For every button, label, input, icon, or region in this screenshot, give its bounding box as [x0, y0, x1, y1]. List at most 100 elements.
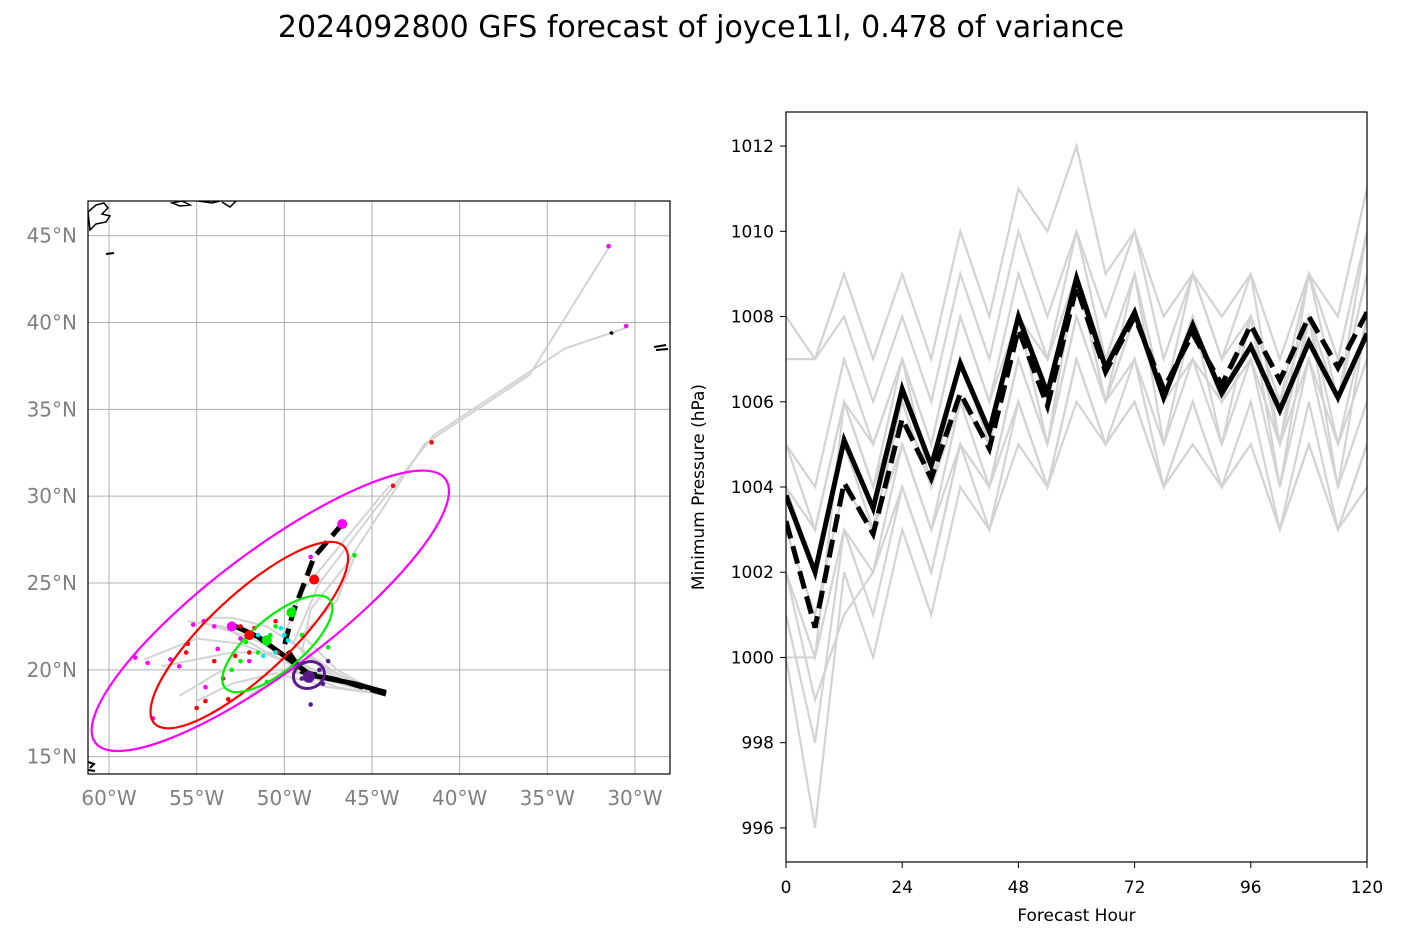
pressure-xtick-label: 72 — [1124, 878, 1146, 898]
track-point — [203, 684, 208, 690]
track-point — [282, 632, 287, 638]
mean-marker-green — [261, 635, 272, 646]
mean-marker-green — [286, 607, 297, 618]
map-xtick-label: 60°W — [81, 786, 136, 810]
pressure-ytick-label: 1010 — [731, 222, 774, 242]
track-point — [168, 657, 173, 662]
track-point — [176, 664, 182, 669]
track-point — [255, 632, 261, 638]
ellipse-green — [221, 594, 334, 694]
pressure-xtick-label: 24 — [891, 878, 913, 898]
ensemble-pressure-line — [786, 142, 1367, 364]
mean-end-marker-magenta — [337, 518, 348, 529]
pressure-xlabel: Forecast Hour — [1017, 906, 1135, 926]
track-point — [299, 632, 305, 638]
track-point — [203, 698, 208, 704]
track-point — [246, 650, 252, 655]
coastline-fragment — [105, 252, 115, 255]
track-point — [308, 554, 313, 560]
map-xtick-label: 35°W — [520, 786, 575, 810]
track-point — [255, 650, 261, 655]
pressure-ytick-label: 1000 — [731, 648, 774, 668]
track-point — [429, 440, 434, 445]
coastline-fragment — [88, 202, 112, 232]
track-point — [243, 639, 249, 645]
track-point — [352, 552, 357, 558]
ensemble-pressure-line — [786, 399, 1367, 829]
map-ytick-label: 20°N — [27, 658, 77, 682]
map-ytick-label: 25°N — [27, 571, 77, 595]
map-ytick-label: 15°N — [27, 745, 77, 769]
track-point — [238, 658, 243, 664]
track-point — [133, 655, 138, 660]
track-point — [278, 625, 284, 631]
coastline-fragment — [653, 344, 669, 351]
map-xtick-label: 40°W — [432, 786, 487, 810]
pressure-ytick-label: 1008 — [731, 308, 774, 328]
pressure-plot-area — [786, 142, 1367, 829]
pressure-ytick-label: 1002 — [731, 563, 774, 583]
map-ytick-label: 30°N — [27, 484, 77, 508]
track-point — [229, 667, 235, 673]
coastline-fragment — [169, 201, 237, 208]
track-point — [285, 638, 291, 643]
map-xtick-label: 55°W — [169, 786, 224, 810]
pressure-xtick-label: 0 — [781, 878, 792, 898]
mean-marker-red — [244, 630, 255, 641]
map-ytick-label: 40°N — [27, 311, 77, 335]
track-point — [238, 624, 243, 629]
ellipse-red — [149, 540, 350, 730]
track-point — [190, 622, 196, 627]
map-xtick-label: 50°W — [257, 786, 312, 810]
ensemble-track — [248, 668, 381, 697]
map-xtick-label: 45°W — [344, 786, 399, 810]
track-point — [606, 243, 611, 249]
track-point — [623, 323, 629, 329]
track-point — [183, 650, 189, 655]
ellipse-purple — [291, 660, 326, 691]
track-point — [145, 660, 150, 666]
pressure-xtick-label: 120 — [1351, 878, 1383, 898]
map-ytick-label: 45°N — [27, 224, 77, 248]
track-point — [325, 658, 331, 664]
track-point — [211, 658, 217, 664]
pressure-ytick-label: 998 — [742, 734, 774, 754]
track-point — [211, 624, 217, 629]
track-point — [390, 483, 396, 489]
pressure-ytick-label: 1012 — [731, 137, 774, 157]
track-point — [194, 705, 199, 711]
coastline-fragment — [88, 761, 96, 772]
pressure-xtick-label: 48 — [1008, 878, 1030, 898]
track-point — [317, 667, 322, 673]
pressure-xtick-label: 96 — [1240, 878, 1262, 898]
track-point — [246, 658, 252, 664]
mean-pressure-dashed — [786, 277, 1367, 629]
track-point — [325, 644, 331, 650]
map-ytick-label: 35°N — [27, 397, 77, 421]
pressure-ytick-label: 1006 — [731, 393, 774, 413]
ensemble-pressure-line — [786, 355, 1367, 743]
map-frame — [87, 200, 671, 775]
coastline-fragment — [609, 330, 614, 336]
ensemble-track — [187, 620, 381, 696]
pressure-ytick-label: 1004 — [731, 478, 774, 498]
track-point — [261, 653, 266, 659]
track-point — [273, 650, 278, 655]
track-point — [308, 702, 313, 707]
track-point — [238, 636, 243, 641]
figure-title: 2024092800 GFS forecast of joyce11l, 0.4… — [277, 10, 1125, 45]
mean-pressure-solid — [786, 269, 1367, 581]
pressure-ytick-label: 996 — [742, 819, 774, 839]
track-point — [232, 653, 238, 659]
track-point — [273, 618, 278, 624]
map-xtick-label: 30°W — [607, 786, 662, 810]
mean-marker-red — [309, 574, 320, 585]
map-plot-area — [88, 201, 670, 774]
track-point — [225, 697, 231, 702]
track-point — [215, 646, 221, 652]
start-marker-purple — [302, 670, 315, 683]
track-point — [273, 624, 278, 629]
mean-marker-magenta — [226, 621, 237, 632]
